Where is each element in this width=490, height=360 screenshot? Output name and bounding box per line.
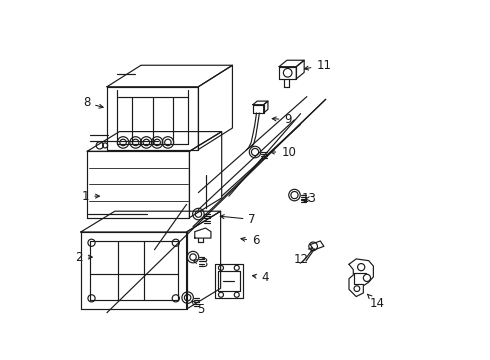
Text: 5: 5	[192, 301, 205, 316]
Text: 1: 1	[82, 190, 99, 203]
Text: 9: 9	[272, 113, 292, 126]
Text: 10: 10	[270, 145, 296, 158]
Text: 2: 2	[75, 251, 92, 264]
Text: 13: 13	[302, 192, 317, 205]
Text: 14: 14	[368, 294, 385, 310]
Text: 6: 6	[241, 234, 260, 247]
Text: 8: 8	[83, 96, 103, 109]
Text: 4: 4	[252, 271, 269, 284]
Text: 12: 12	[294, 248, 312, 266]
Text: 3: 3	[193, 257, 207, 270]
Text: 11: 11	[304, 59, 331, 72]
Text: 7: 7	[220, 213, 256, 226]
